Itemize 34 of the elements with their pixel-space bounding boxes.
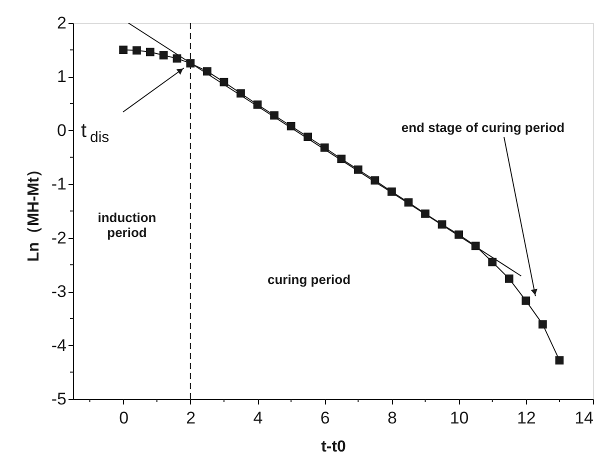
point xyxy=(270,111,278,120)
x-tick-label: 10 xyxy=(450,408,469,428)
x-tick-label: 14 xyxy=(574,408,594,428)
point xyxy=(504,274,514,283)
y-tick-label: 0 xyxy=(57,120,66,140)
point xyxy=(538,320,547,329)
y-tick-label: -2 xyxy=(51,228,66,248)
point xyxy=(522,296,530,305)
y-axis-title: Ln（MH-Mt） xyxy=(25,161,42,262)
x-tick-label: 2 xyxy=(186,408,196,428)
annotation: end stage of curing period xyxy=(401,120,565,135)
x-tick-label: 6 xyxy=(320,408,330,428)
annotation: induction period xyxy=(98,210,156,240)
point xyxy=(555,356,564,365)
x-tick-label: 4 xyxy=(253,408,263,428)
x-tick-label: 8 xyxy=(387,408,397,428)
point xyxy=(159,51,168,60)
point xyxy=(132,46,141,55)
y-tick-label: -5 xyxy=(51,390,66,408)
point xyxy=(488,258,497,266)
annotation: curing period xyxy=(267,272,351,287)
y-tick-label: 2 xyxy=(57,14,66,32)
y-tick-label: 1 xyxy=(57,67,66,86)
y-tick-label: -1 xyxy=(51,174,66,194)
point xyxy=(304,132,312,142)
x-tick-label: 12 xyxy=(516,408,536,428)
y-tick-label: -3 xyxy=(51,282,66,302)
point xyxy=(203,67,212,76)
point xyxy=(119,46,128,54)
point xyxy=(236,89,245,98)
x-tick-label: 0 xyxy=(119,408,129,428)
x-axis-title: t-t0 xyxy=(321,438,346,456)
point xyxy=(146,48,154,56)
y-tick-label: -4 xyxy=(51,336,66,355)
